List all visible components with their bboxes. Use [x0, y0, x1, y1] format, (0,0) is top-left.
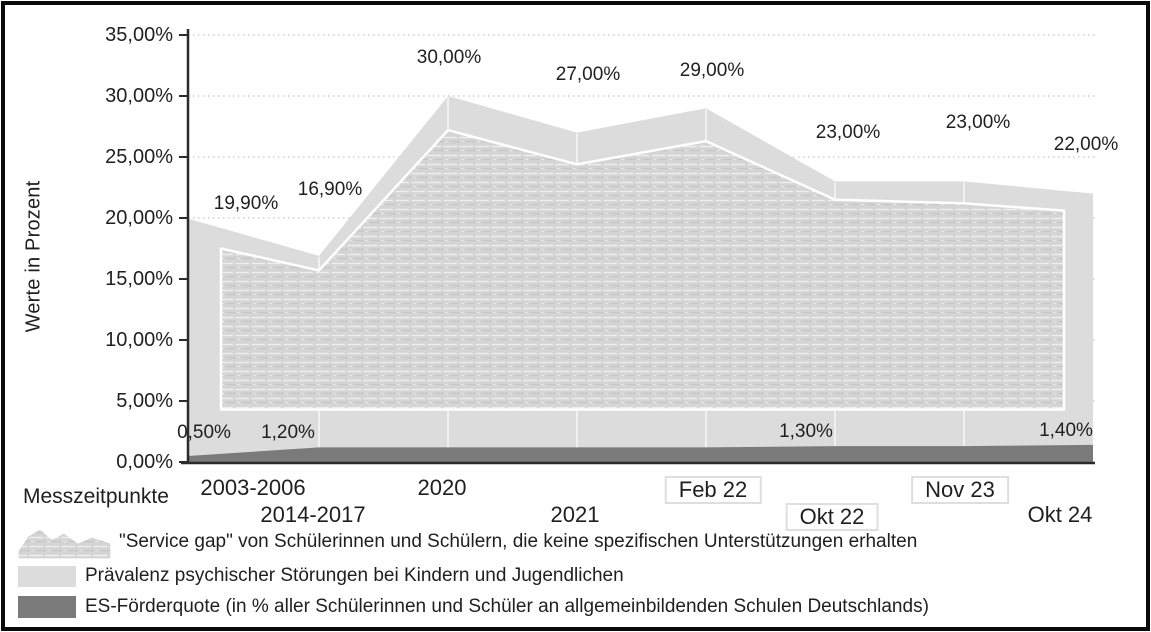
y-axis-title: Werte in Prozent [22, 180, 45, 333]
data-label-praevalenz: 23,00% [815, 122, 881, 143]
service-gap-area [219, 128, 1066, 411]
foerderquote-legend-swatch [18, 596, 76, 618]
data-label-praevalenz: 23,00% [945, 112, 1011, 133]
y-tick-label: 20,00% [105, 207, 173, 229]
service-gap-legend-icon [18, 527, 112, 559]
legend-label-praevalenz: Prävalenz psychischer Störungen bei Kind… [85, 565, 624, 586]
data-label-praevalenz: 16,90% [297, 179, 363, 200]
data-label-praevalenz: 29,00% [679, 60, 745, 81]
x-tick-label: 2014-2017 [260, 502, 366, 527]
data-label-foerderquote: 0,50% [177, 422, 231, 443]
data-label-praevalenz: 19,90% [213, 193, 279, 214]
legend-item-praevalenz: Prävalenz psychischer Störungen bei Kind… [18, 564, 624, 588]
y-tick-label: 30,00% [105, 85, 173, 107]
legend-item-service-gap: "Service gap" von Schülerinnen und Schül… [18, 524, 917, 560]
legend-item-foerderquote: ES-Förderquote (in % aller Schülerinnen … [18, 594, 929, 620]
x-tick-label: Nov 23 [911, 476, 1009, 504]
foerderquote-area [188, 444, 1093, 462]
y-tick-label: 35,00% [105, 24, 173, 46]
praevalenz-legend-swatch [18, 565, 76, 587]
data-label-foerderquote: 1,20% [261, 422, 315, 443]
x-tick-label: Okt 22 [785, 503, 879, 531]
data-label-praevalenz: 27,00% [555, 64, 621, 85]
x-axis-title: Messzeitpunkte [23, 485, 169, 508]
x-tick-label: 2003-2006 [200, 475, 306, 500]
data-label-praevalenz: 22,00% [1053, 134, 1119, 155]
x-tick-label: Okt 24 [1027, 502, 1093, 527]
legend-label-service-gap: "Service gap" von Schülerinnen und Schül… [119, 531, 918, 552]
y-tick-label: 0,00% [116, 451, 173, 473]
y-tick-label: 25,00% [105, 146, 173, 168]
y-tick-label: 5,00% [116, 390, 173, 412]
data-label-praevalenz: 30,00% [416, 47, 482, 68]
data-label-foerderquote: 1,30% [779, 421, 833, 442]
legend-label-foerderquote: ES-Förderquote (in % aller Schülerinnen … [85, 596, 929, 617]
x-tick-label: 2020 [417, 475, 467, 500]
y-tick-label: 10,00% [105, 329, 173, 351]
data-label-foerderquote: 1,40% [1039, 420, 1093, 441]
y-tick-label: 15,00% [105, 268, 173, 290]
x-tick-label: Feb 22 [664, 476, 762, 504]
x-tick-label: 2021 [550, 502, 600, 527]
